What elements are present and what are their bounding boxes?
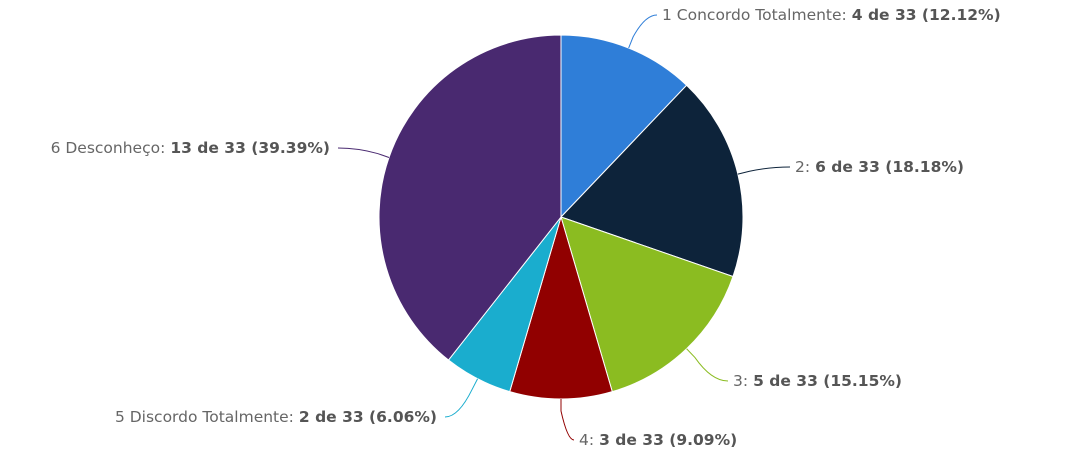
value-label: 3 de 33 (9.09%): [599, 431, 737, 449]
pie-slice: [378, 34, 562, 361]
connector: [737, 166, 791, 175]
value-label: 2 de 33 (6.06%): [299, 408, 437, 426]
value-label: 13 de 33 (39.39%): [170, 139, 330, 157]
category-label: 6 Desconheço:: [51, 139, 166, 157]
pie-slice: [560, 34, 688, 219]
connector: [628, 14, 658, 49]
value-label: 6 de 33 (18.18%): [815, 158, 964, 176]
connector: [444, 378, 479, 418]
connector: [337, 147, 390, 158]
category-label: 5 Discordo Totalmente:: [115, 408, 294, 426]
value-label: 5 de 33 (15.15%): [753, 372, 902, 390]
category-label: 3:: [733, 372, 748, 390]
data-label: 6 Desconheço: 13 de 33 (39.39%): [51, 139, 330, 157]
pie-slice: [560, 84, 744, 278]
connector: [560, 399, 575, 441]
data-label: 4: 3 de 33 (9.09%): [579, 431, 737, 449]
pie-slice: [560, 216, 734, 393]
category-label: 1 Concordo Totalmente:: [662, 6, 847, 24]
category-label: 4:: [579, 431, 594, 449]
value-label: 4 de 33 (12.12%): [852, 6, 1001, 24]
data-label: 2: 6 de 33 (18.18%): [795, 158, 964, 176]
data-label: 3: 5 de 33 (15.15%): [733, 372, 902, 390]
data-label: 5 Discordo Totalmente: 2 de 33 (6.06%): [115, 408, 437, 426]
category-label: 2:: [795, 158, 810, 176]
data-label: 1 Concordo Totalmente: 4 de 33 (12.12%): [662, 6, 1001, 24]
connector: [686, 348, 729, 382]
